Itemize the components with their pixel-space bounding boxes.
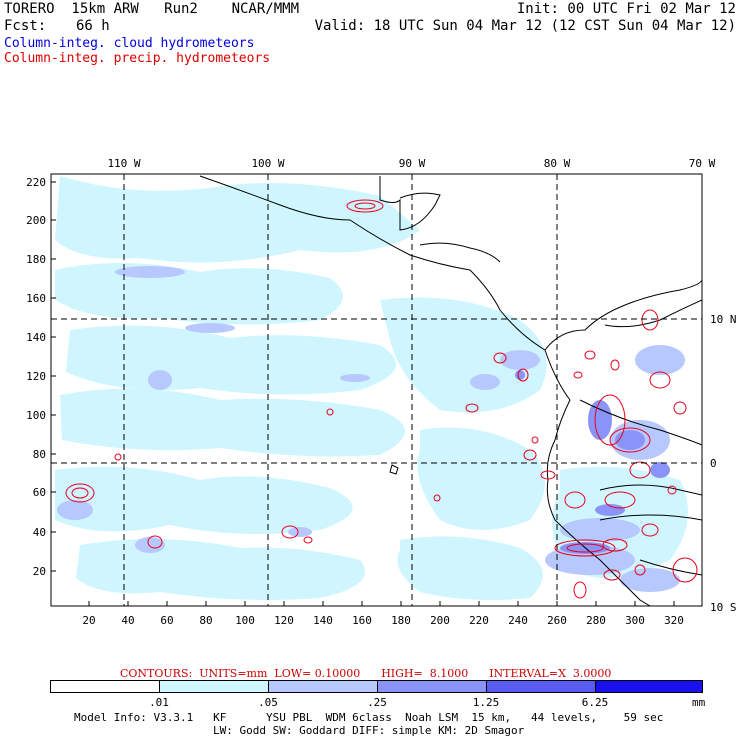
color-swatch xyxy=(378,681,487,692)
scale-label: .01 xyxy=(149,696,169,709)
x-tick-label: 180 xyxy=(391,614,411,627)
x-tick-label: 320 xyxy=(664,614,684,627)
scale-label: .25 xyxy=(367,696,387,709)
lon-label-80w: 80 W xyxy=(544,157,571,170)
contour-info: CONTOURS: UNITS=mm LOW= 0.10000 HIGH= 8.… xyxy=(120,667,612,680)
lon-label-90w: 90 W xyxy=(399,157,426,170)
x-tick-label: 100 xyxy=(235,614,255,627)
scale-label: .05 xyxy=(258,696,278,709)
lat-label-10s: 10 S xyxy=(710,601,737,614)
y-tick-label: 120 xyxy=(26,370,46,383)
x-tick-label: 300 xyxy=(625,614,645,627)
field-label-cloud: Column-integ. cloud hydrometeors xyxy=(4,36,255,51)
x-tick-label: 160 xyxy=(352,614,372,627)
color-swatch xyxy=(51,681,160,692)
color-swatch xyxy=(160,681,269,692)
precip-contours xyxy=(65,199,698,599)
cloud-shading-light xyxy=(55,176,688,600)
cloud-shading-medium xyxy=(57,266,685,592)
y-tick-label: 40 xyxy=(33,526,46,539)
y-tick-label: 140 xyxy=(26,331,46,344)
lat-lon-grid xyxy=(51,174,702,606)
physics-info: LW: Godd SW: Goddard DIFF: simple KM: 2D… xyxy=(213,724,525,737)
x-tick-label: 20 xyxy=(82,614,95,627)
scale-label: 6.25 xyxy=(581,696,609,709)
y-tick-label: 20 xyxy=(33,565,46,578)
x-tick-label: 120 xyxy=(274,614,294,627)
y-tick-label: 220 xyxy=(26,176,46,189)
scale-unit: mm xyxy=(692,696,706,709)
axis-ticks xyxy=(51,181,675,606)
x-tick-label: 60 xyxy=(160,614,173,627)
init-time: Init: 00 UTC Fri 02 Mar 12 xyxy=(516,1,736,17)
x-tick-label: 200 xyxy=(430,614,450,627)
x-tick-label: 240 xyxy=(508,614,528,627)
color-scale-bar xyxy=(50,680,703,693)
y-tick-label: 160 xyxy=(26,292,46,305)
model-title: TORERO 15km ARW Run2 NCAR/MMM xyxy=(4,1,300,17)
x-tick-label: 220 xyxy=(469,614,489,627)
map-frame xyxy=(50,173,703,607)
scale-label: 1.25 xyxy=(472,696,500,709)
forecast-hour: 66 h xyxy=(76,18,110,34)
lon-label-70w: 70 W xyxy=(689,157,716,170)
lon-label-100w: 100 W xyxy=(251,157,284,170)
coastlines xyxy=(199,175,702,606)
color-swatch xyxy=(596,681,702,692)
color-swatch xyxy=(269,681,378,692)
x-tick-label: 40 xyxy=(121,614,134,627)
y-tick-label: 80 xyxy=(33,448,46,461)
x-tick-label: 280 xyxy=(586,614,606,627)
valid-time: Valid: 18 UTC Sun 04 Mar 12 (12 CST Sun … xyxy=(314,18,736,34)
forecast-label: Fcst: xyxy=(4,18,47,34)
model-info: Model Info: V3.3.1 KF YSU PBL WDM 6class… xyxy=(74,711,664,724)
lat-label-0: 0 xyxy=(710,457,717,470)
y-tick-label: 100 xyxy=(26,409,46,422)
lat-label-10n: 10 N xyxy=(710,313,737,326)
y-tick-label: 200 xyxy=(26,214,46,227)
x-tick-label: 140 xyxy=(313,614,333,627)
color-swatch xyxy=(487,681,596,692)
y-tick-label: 180 xyxy=(26,253,46,266)
lon-label-110w: 110 W xyxy=(107,157,140,170)
x-tick-label: 260 xyxy=(547,614,567,627)
y-tick-label: 60 xyxy=(33,486,46,499)
field-label-precip: Column-integ. precip. hydrometeors xyxy=(4,51,271,66)
x-tick-label: 80 xyxy=(199,614,212,627)
